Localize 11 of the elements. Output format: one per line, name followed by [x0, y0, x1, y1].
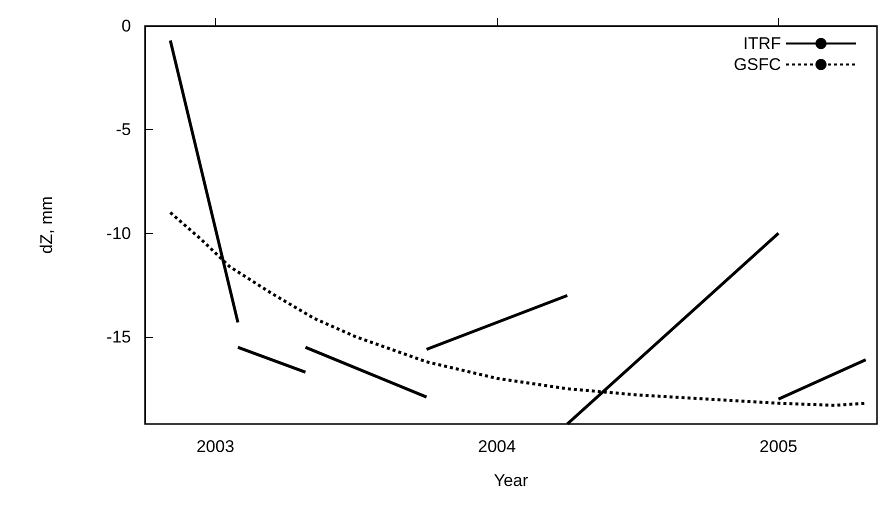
y-tick-label: -10: [106, 224, 131, 243]
x-tick-label: 2005: [760, 437, 798, 456]
x-axis-title: Year: [494, 471, 529, 490]
x-tick-label: 2004: [478, 437, 516, 456]
legend-label: GSFC: [734, 55, 781, 74]
x-tick-label: 2003: [196, 437, 234, 456]
y-tick-label: -15: [106, 327, 131, 346]
y-tick-label: -5: [116, 120, 131, 140]
legend-label: ITRF: [743, 34, 781, 53]
y-tick-label: 0: [122, 16, 131, 36]
y-axis-title: dZ, mm: [37, 196, 56, 254]
